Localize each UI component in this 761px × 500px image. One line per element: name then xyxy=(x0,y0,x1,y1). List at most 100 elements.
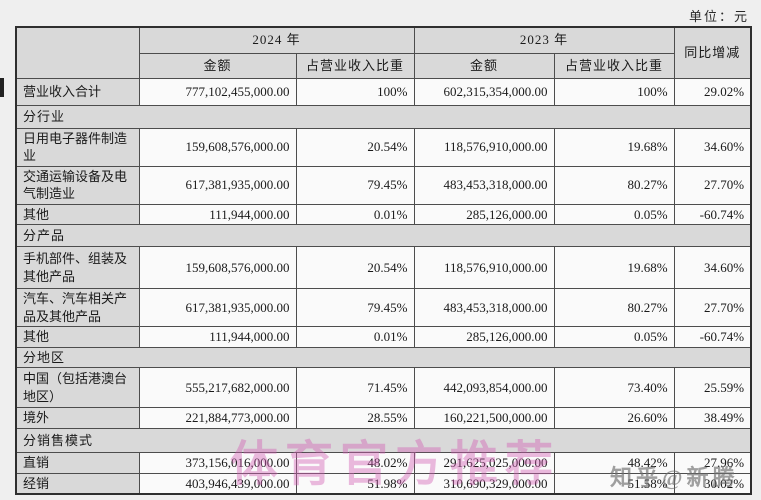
ratio-2024: 71.45% xyxy=(295,367,415,409)
header-blank-cell xyxy=(15,26,140,79)
amount-2023: 483,453,318,000.00 xyxy=(413,165,555,205)
row-label: 营业收入合计 xyxy=(15,77,140,106)
ratio-2024: 79.45% xyxy=(295,165,415,205)
table-row: 中国（包括港澳台地区） 555,217,682,000.00 71.45% 442,0… xyxy=(15,367,752,409)
row-label: 境外 xyxy=(15,407,140,429)
ratio-2023: 48.42% xyxy=(553,451,675,474)
yoy-value: -60.74% xyxy=(673,326,752,348)
amount-2023: 285,126,000.00 xyxy=(413,203,555,226)
ratio-2023: 19.68% xyxy=(553,127,675,167)
ratio-2024: 20.54% xyxy=(295,127,415,167)
ratio-2023: 19.68% xyxy=(553,246,675,290)
table-header: 2024 年 2023 年 同比增减 金额 占营业收入比重 金额 占营业收入比重 xyxy=(15,26,752,79)
ratio-2024: 79.45% xyxy=(295,288,415,328)
row-label: 直销 xyxy=(15,451,140,474)
amount-2023: 160,221,500,000.00 xyxy=(413,407,555,429)
ratio-2024: 51.98% xyxy=(295,472,415,495)
amount-2023: 118,576,910,000.00 xyxy=(413,127,555,167)
section-row: 分销售模式 xyxy=(15,427,752,453)
ratio-2023: 26.60% xyxy=(553,407,675,429)
scan-artifact xyxy=(0,78,4,97)
ratio-2024: 48.02% xyxy=(295,451,415,474)
amount-2024: 555,217,682,000.00 xyxy=(138,367,297,409)
ratio-2024: 20.54% xyxy=(295,246,415,290)
table-row: 日用电子器件制造业 159,608,576,000.00 20.54% 118,576… xyxy=(15,127,752,167)
section-row: 分产品 xyxy=(15,224,752,248)
amount-2023: 602,315,354,000.00 xyxy=(413,77,555,106)
yoy-value: 38.49% xyxy=(673,407,752,429)
table-row: 营业收入合计 777,102,455,000.00 100% 602,315,354,… xyxy=(15,77,752,106)
ratio-2024: 0.01% xyxy=(295,326,415,348)
yoy-value: 25.59% xyxy=(673,367,752,409)
row-label: 中国（包括港澳台地区） xyxy=(15,367,140,409)
amount-2024: 111,944,000.00 xyxy=(138,203,297,226)
yoy-value: 27.70% xyxy=(673,288,752,328)
ratio-2023: 80.27% xyxy=(553,165,675,205)
ratio-2024: 28.55% xyxy=(295,407,415,429)
table-row: 其他 111,944,000.00 0.01% 285,126,000.00 0.05%… xyxy=(15,203,752,226)
ratio-2023: 73.40% xyxy=(553,367,675,409)
section-label: 分销售模式 xyxy=(15,427,752,453)
amount-2024: 373,156,016,000.00 xyxy=(138,451,297,474)
header-year-2023: 2023 年 xyxy=(413,26,675,54)
ratio-2023: 100% xyxy=(553,77,675,106)
ratio-2024: 0.01% xyxy=(295,203,415,226)
section-row: 分行业 xyxy=(15,104,752,129)
section-label: 分产品 xyxy=(15,224,752,248)
header-yoy-change: 同比增减 xyxy=(673,26,752,79)
yoy-value: 27.70% xyxy=(673,165,752,205)
row-label: 其他 xyxy=(15,203,140,226)
amount-2024: 777,102,455,000.00 xyxy=(138,77,297,106)
header-amount-2023: 金额 xyxy=(413,52,555,79)
row-label: 手机部件、组装及其他产品 xyxy=(15,246,140,290)
amount-2023: 483,453,318,000.00 xyxy=(413,288,555,328)
amount-2024: 159,608,576,000.00 xyxy=(138,127,297,167)
amount-2024: 111,944,000.00 xyxy=(138,326,297,348)
table-row: 经销 403,946,439,000.00 51.98% 310,690,329,00… xyxy=(15,472,752,495)
amount-2024: 617,381,935,000.00 xyxy=(138,165,297,205)
section-row: 分地区 xyxy=(15,346,752,369)
ratio-2023: 51.58% xyxy=(553,472,675,495)
yoy-value: 30.02% xyxy=(673,472,752,495)
row-label: 经销 xyxy=(15,472,140,495)
table-row: 直销 373,156,016,000.00 48.02% 291,625,025,00… xyxy=(15,451,752,474)
row-label: 交通运输设备及电气制造业 xyxy=(15,165,140,205)
header-year-2024: 2024 年 xyxy=(138,26,415,54)
header-amount-2024: 金额 xyxy=(138,52,297,79)
yoy-value: 27.96% xyxy=(673,451,752,474)
section-label: 分行业 xyxy=(15,104,752,129)
yoy-value: 29.02% xyxy=(673,77,752,106)
table-row: 汽车、汽车相关产品及其他产品 617,381,935,000.00 79.45% 48… xyxy=(15,288,752,328)
header-row-metrics: 金额 占营业收入比重 金额 占营业收入比重 xyxy=(16,52,751,79)
ratio-2023: 80.27% xyxy=(553,288,675,328)
amount-2024: 159,608,576,000.00 xyxy=(138,246,297,290)
ratio-2023: 0.05% xyxy=(553,326,675,348)
section-label: 分地区 xyxy=(15,346,752,369)
amount-2023: 291,625,025,000.00 xyxy=(413,451,555,474)
amount-2024: 403,946,439,000.00 xyxy=(138,472,297,495)
amount-2023: 442,093,854,000.00 xyxy=(413,367,555,409)
ratio-2023: 0.05% xyxy=(553,203,675,226)
header-row-years: 2024 年 2023 年 同比增减 xyxy=(15,26,752,79)
table-row: 交通运输设备及电气制造业 617,381,935,000.00 79.45% 483,… xyxy=(15,165,752,205)
amount-2023: 285,126,000.00 xyxy=(413,326,555,348)
yoy-value: -60.74% xyxy=(673,203,752,226)
revenue-breakdown-table: 2024 年 2023 年 同比增减 金额 占营业收入比重 金额 占营业收入比重… xyxy=(15,26,753,496)
header-share-2024: 占营业收入比重 xyxy=(295,52,415,79)
amount-2024: 617,381,935,000.00 xyxy=(138,288,297,328)
yoy-value: 34.60% xyxy=(673,246,752,290)
header-share-2023: 占营业收入比重 xyxy=(553,52,675,79)
table-body: 营业收入合计 777,102,455,000.00 100% 602,315,354,… xyxy=(15,77,752,495)
unit-label: 单位：元 xyxy=(688,9,749,24)
row-label: 汽车、汽车相关产品及其他产品 xyxy=(15,288,140,328)
table-row: 境外 221,884,773,000.00 28.55% 160,221,500,00… xyxy=(15,407,752,429)
row-label: 其他 xyxy=(15,326,140,348)
amount-2023: 310,690,329,000.00 xyxy=(413,472,555,495)
ratio-2024: 100% xyxy=(295,77,415,106)
yoy-value: 34.60% xyxy=(673,127,752,167)
row-label: 日用电子器件制造业 xyxy=(15,127,140,167)
amount-2024: 221,884,773,000.00 xyxy=(138,407,297,429)
table-row: 其他 111,944,000.00 0.01% 285,126,000.00 0.05%… xyxy=(15,326,752,348)
amount-2023: 118,576,910,000.00 xyxy=(413,246,555,290)
